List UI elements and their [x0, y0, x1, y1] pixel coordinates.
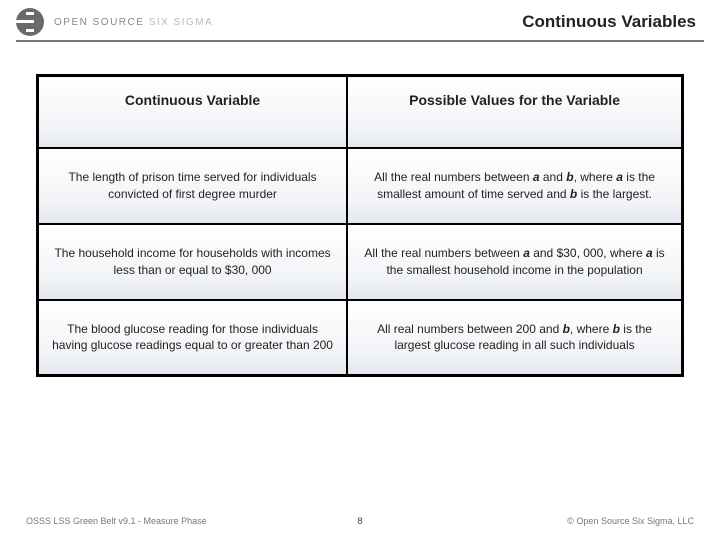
logo-text: OPEN SOURCE SIX SIGMA	[54, 17, 213, 28]
column-header: Continuous Variable	[38, 76, 348, 148]
footer: OSSS LSS Green Belt v9.1 - Measure Phase…	[0, 516, 720, 526]
footer-right: © Open Source Six Sigma, LLC	[567, 516, 694, 526]
content: Continuous Variable Possible Values for …	[0, 42, 720, 377]
column-header: Possible Values for the Variable	[347, 76, 682, 148]
logo: OPEN SOURCE SIX SIGMA	[16, 8, 213, 36]
header: OPEN SOURCE SIX SIGMA Continuous Variabl…	[0, 0, 720, 40]
table-header-row: Continuous Variable Possible Values for …	[38, 76, 683, 148]
table-row: The length of prison time served for ind…	[38, 148, 683, 224]
table-cell: All the real numbers between a and b, wh…	[347, 148, 682, 224]
table-row: The blood glucose reading for those indi…	[38, 300, 683, 376]
table-cell: All real numbers between 200 and b, wher…	[347, 300, 682, 376]
table-row: The household income for households with…	[38, 224, 683, 300]
variables-table: Continuous Variable Possible Values for …	[36, 74, 684, 377]
table-cell: The blood glucose reading for those indi…	[38, 300, 348, 376]
table-cell: The household income for households with…	[38, 224, 348, 300]
logo-icon	[16, 8, 44, 36]
table-cell: All the real numbers between a and $30, …	[347, 224, 682, 300]
table-cell: The length of prison time served for ind…	[38, 148, 348, 224]
footer-left: OSSS LSS Green Belt v9.1 - Measure Phase	[26, 516, 207, 526]
page-title: Continuous Variables	[522, 12, 696, 32]
page-number: 8	[357, 516, 362, 526]
